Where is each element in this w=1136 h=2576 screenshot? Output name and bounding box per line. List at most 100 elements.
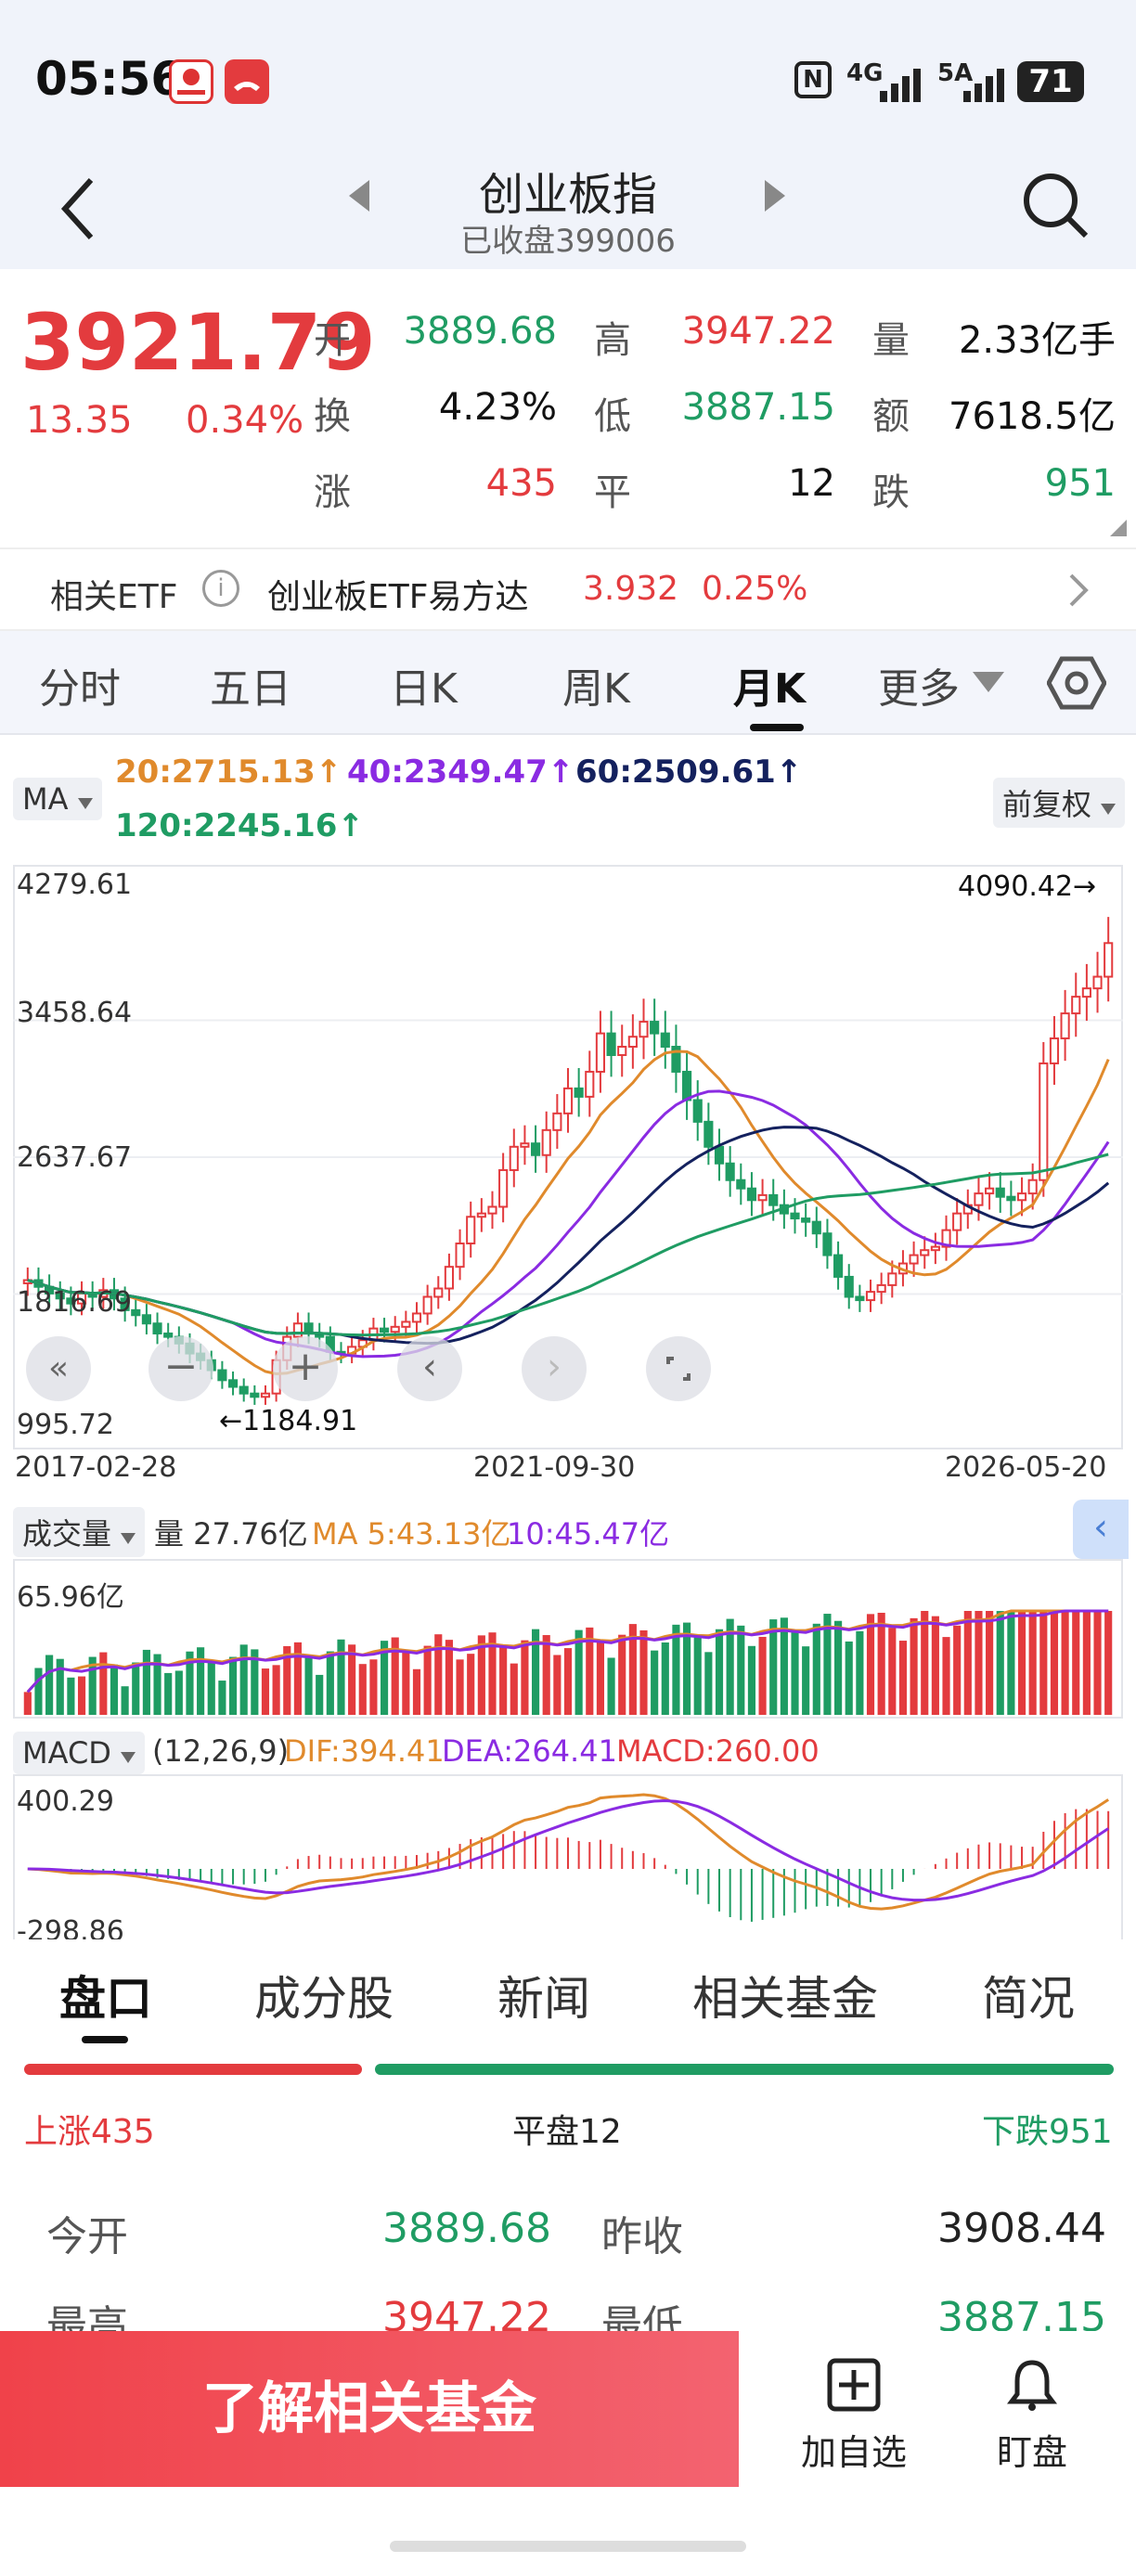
ma-selector[interactable]: MA	[13, 778, 102, 820]
monitor-label: 盯盘	[996, 2432, 1067, 2473]
candle	[1081, 987, 1091, 998]
battery-indicator: 71	[1017, 61, 1084, 102]
volume-bar	[715, 1629, 724, 1715]
candle	[379, 1327, 390, 1333]
candle	[401, 1320, 411, 1328]
tab-5day[interactable]: 五日	[210, 665, 291, 713]
back-icon[interactable]	[59, 176, 97, 245]
tab-weekly-k[interactable]: 周K	[562, 665, 630, 713]
candle	[909, 1254, 919, 1265]
volume-bar	[174, 1670, 183, 1715]
candle	[1006, 1195, 1016, 1202]
x-tick-mid: 2021-09-30	[473, 1451, 636, 1484]
collapse-panel-button[interactable]: ‹	[1073, 1500, 1129, 1559]
volume-bar	[1104, 1611, 1113, 1715]
volume-bar	[251, 1649, 259, 1715]
candle	[627, 1036, 638, 1049]
volume-bar	[769, 1619, 778, 1715]
volume-bar	[218, 1681, 226, 1715]
candle	[952, 1212, 962, 1231]
tab-daily-k[interactable]: 日K	[390, 665, 458, 713]
macd-dif: DIF:394.41	[284, 1733, 445, 1769]
flat-value: 12	[788, 462, 835, 505]
y-tick-bottom: 995.72	[17, 1409, 114, 1441]
candle	[595, 1032, 606, 1073]
prev-stock-icon[interactable]	[349, 180, 373, 215]
zoom-out-fast-button[interactable]: «	[26, 1336, 91, 1401]
search-icon[interactable]	[1019, 169, 1090, 243]
candle	[844, 1275, 854, 1298]
macd-top-tick: 400.29	[17, 1785, 114, 1818]
tab-monthly-k[interactable]: 月K	[733, 665, 807, 713]
volume-legend: 量 27.76亿	[154, 1516, 308, 1552]
volume-bar	[683, 1622, 691, 1715]
volume-bar	[34, 1668, 43, 1715]
ma20-legend: 20:2715.13↑	[115, 753, 342, 791]
scroll-left-button[interactable]: ‹	[397, 1336, 462, 1401]
missed-call-icon	[225, 59, 269, 104]
volume-bar	[963, 1611, 972, 1715]
macd-value: MACD:260.00	[616, 1733, 820, 1769]
tab-more[interactable]: 更多	[878, 665, 960, 713]
volume-selector[interactable]: 成交量	[13, 1507, 146, 1557]
tab-constituents[interactable]: 成分股	[254, 1972, 394, 2026]
candle	[411, 1312, 422, 1323]
zoom-in-button[interactable]: +	[273, 1336, 338, 1401]
tab-order-book[interactable]: 盘口	[59, 1972, 152, 2026]
candle	[682, 1070, 692, 1101]
volume-bar	[823, 1614, 832, 1715]
related-etf-row[interactable]: 相关ETF i 创业板ETF易方达 3.932 0.25%	[0, 547, 1136, 631]
min-label: ←1184.91	[219, 1405, 358, 1437]
fullscreen-button[interactable]	[646, 1336, 711, 1401]
y-tick-3: 2637.67	[17, 1141, 133, 1174]
macd-dea: DEA:264.41	[442, 1733, 617, 1769]
candle	[650, 1021, 660, 1035]
candle	[1104, 942, 1114, 978]
volume-bar	[67, 1677, 75, 1715]
expand-corner-icon[interactable]	[1110, 520, 1127, 540]
candle	[55, 1292, 65, 1300]
info-icon[interactable]: i	[202, 570, 239, 607]
candle	[552, 1112, 562, 1131]
volume-bar	[1050, 1611, 1059, 1715]
kline-chart[interactable]	[13, 865, 1123, 1449]
volume-bar	[1072, 1611, 1080, 1715]
candle	[617, 1046, 627, 1056]
macd-selector[interactable]: MACD	[13, 1732, 146, 1774]
add-watchlist-button[interactable]: 加自选	[780, 2357, 928, 2478]
volume-bar	[661, 1642, 669, 1715]
next-stock-icon[interactable]	[761, 180, 785, 215]
rise-label: 涨	[314, 471, 351, 514]
tab-news[interactable]: 新闻	[497, 1972, 590, 2026]
volume-bar	[1039, 1611, 1048, 1715]
volume-bar	[23, 1692, 32, 1715]
volume-bar	[326, 1651, 334, 1715]
volume-bar	[1007, 1611, 1015, 1715]
volume-bar	[866, 1614, 875, 1715]
volume-bar	[704, 1652, 713, 1715]
monitor-button[interactable]: 盯盘	[958, 2357, 1106, 2478]
volume-value: 2.33亿手	[958, 319, 1116, 362]
tab-profile[interactable]: 简况	[982, 1972, 1075, 2026]
zoom-out-button[interactable]: −	[148, 1336, 213, 1401]
tab-intraday[interactable]: 分时	[39, 665, 121, 713]
macd-selector-label: MACD	[22, 1735, 111, 1771]
volume-bar	[563, 1648, 573, 1715]
settings-hexagon-icon[interactable]	[1046, 655, 1107, 715]
macd-chart	[13, 1774, 1123, 1941]
volume-ma10-line	[26, 1609, 1109, 1694]
adjust-selector[interactable]: 前复权	[993, 778, 1126, 828]
volume-bar	[607, 1657, 615, 1715]
breadth-flat: 平盘12	[512, 2113, 622, 2151]
volume-bar	[747, 1645, 756, 1715]
amount-value: 7618.5亿	[949, 395, 1116, 438]
volume-bar	[693, 1636, 702, 1715]
scroll-right-button[interactable]: ›	[522, 1336, 587, 1401]
caret-down-icon	[121, 1533, 136, 1544]
chevron-right-icon[interactable]	[1067, 573, 1090, 615]
volume-bar	[802, 1646, 810, 1715]
candle	[1027, 1179, 1038, 1195]
tab-related-funds[interactable]: 相关基金	[692, 1972, 878, 2026]
open-value: 3889.68	[403, 310, 557, 353]
learn-funds-button[interactable]: 了解相关基金	[0, 2331, 739, 2487]
